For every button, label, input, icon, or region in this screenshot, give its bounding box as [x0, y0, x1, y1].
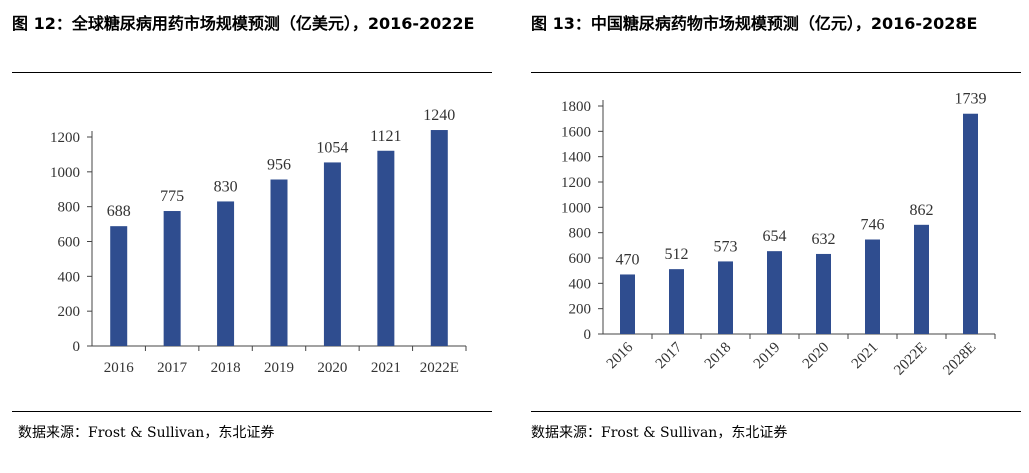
bar-2028E — [963, 113, 978, 334]
data-label-2022E: 1240 — [423, 107, 455, 124]
x-tick-label-2022E: 2022E — [420, 360, 459, 376]
x-tick-label-2019: 2019 — [264, 360, 294, 376]
bar-2018 — [718, 261, 733, 334]
left-title-rule — [12, 72, 492, 73]
data-label-2022E: 862 — [910, 202, 934, 219]
data-label-2017: 775 — [160, 188, 184, 205]
y-tick-label: 1200 — [561, 175, 591, 191]
x-tick-label-2022E: 2022E — [891, 340, 930, 379]
data-label-2019: 956 — [267, 156, 291, 173]
x-tick-label-2019: 2019 — [751, 340, 784, 373]
y-tick-label: 200 — [569, 302, 592, 318]
left-source-rule — [12, 411, 492, 412]
y-tick-label: 1400 — [561, 150, 591, 166]
bar-2021 — [377, 150, 395, 346]
bar-2019 — [767, 251, 782, 334]
right-figure-title: 图 13：中国糖尿病药物市场规模预测（亿元），2016-2028E — [531, 14, 978, 33]
data-label-2021: 746 — [861, 217, 885, 234]
y-tick-label: 1000 — [50, 165, 80, 181]
y-tick-label: 1800 — [561, 99, 591, 115]
x-tick-label-2017: 2017 — [157, 360, 188, 376]
x-tick-label-2021: 2021 — [371, 360, 401, 376]
bar-2020 — [323, 162, 341, 346]
right-source-rule — [531, 411, 1021, 412]
x-tick-label-2020: 2020 — [317, 360, 347, 376]
right-title-rule — [531, 72, 1021, 73]
left-figure-panel: 图 12：全球糖尿病用药市场规模预测（亿美元），2016-2022E 0 200 4… — [0, 0, 497, 473]
data-label-2028E: 1739 — [955, 91, 987, 108]
bar-2021 — [865, 239, 880, 334]
right-source-note: 数据来源：Frost & Sullivan，东北证券 — [531, 425, 788, 441]
bar-2017 — [163, 211, 181, 346]
y-tick-label: 400 — [58, 269, 81, 285]
x-tick-label-2016: 2016 — [604, 339, 637, 372]
y-tick-label: 1000 — [561, 200, 591, 216]
y-tick-label: 0 — [73, 339, 81, 355]
bar-2020 — [816, 253, 831, 334]
data-label-2019: 654 — [763, 228, 787, 245]
left-figure-title: 图 12：全球糖尿病用药市场规模预测（亿美元），2016-2022E — [12, 14, 475, 33]
x-tick-label-2016: 2016 — [104, 360, 135, 376]
data-label-2020: 1054 — [316, 139, 348, 156]
x-tick-label-2028E: 2028E — [940, 340, 979, 379]
data-label-2016: 470 — [616, 251, 640, 268]
left-source-note: 数据来源：Frost & Sullivan，东北证券 — [18, 425, 275, 441]
data-label-2016: 688 — [107, 203, 131, 220]
bar-2016 — [620, 274, 635, 334]
y-tick-label: 800 — [58, 200, 81, 216]
y-tick-label: 200 — [58, 304, 81, 320]
bar-2017 — [669, 269, 684, 334]
bar-2019 — [270, 179, 288, 346]
data-label-2018: 573 — [714, 238, 738, 255]
y-tick-label: 0 — [584, 327, 592, 343]
bar-2018 — [217, 201, 235, 346]
right-bar-chart: 0 200 400 600 800 1000 1200 1400 1600 1800 470 2016… — [561, 91, 996, 379]
right-figure-panel: 图 13：中国糖尿病药物市场规模预测（亿元），2016-2028E 0 200 40… — [523, 0, 1029, 473]
y-tick-label: 800 — [569, 226, 592, 242]
data-label-2018: 830 — [214, 178, 238, 195]
left-bar-chart: 0 200 400 600 800 1000 1200 688 2016 775 2017 830 20… — [50, 107, 467, 376]
data-label-2017: 512 — [665, 246, 689, 263]
y-tick-label: 400 — [569, 276, 592, 292]
bar-2016 — [110, 226, 128, 346]
y-tick-label: 600 — [569, 251, 592, 267]
data-label-2020: 632 — [812, 231, 836, 248]
x-tick-label-2021: 2021 — [849, 340, 882, 373]
x-tick-label-2018: 2018 — [211, 360, 241, 376]
bar-2022E — [914, 224, 929, 334]
data-label-2021: 1121 — [370, 128, 401, 145]
x-tick-label-2017: 2017 — [653, 339, 686, 372]
x-tick-label-2020: 2020 — [800, 340, 833, 373]
y-tick-label: 1600 — [561, 124, 591, 140]
y-tick-label: 1200 — [50, 130, 80, 146]
y-tick-label: 600 — [58, 235, 81, 251]
x-tick-label-2018: 2018 — [702, 340, 735, 373]
bar-2022E — [430, 130, 448, 346]
